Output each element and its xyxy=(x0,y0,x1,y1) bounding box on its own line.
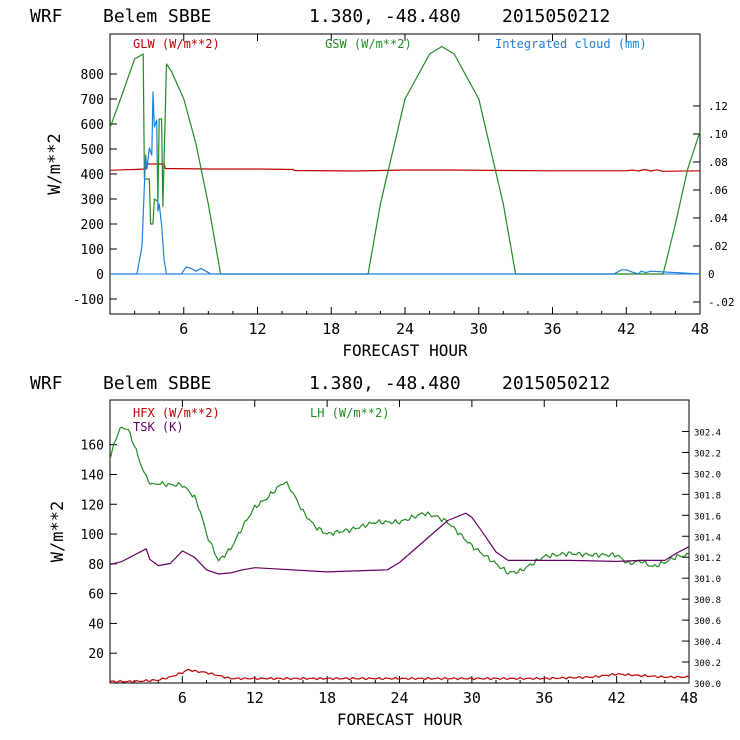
y2-tick-label: 301.2 xyxy=(694,554,721,564)
y-tick-label: 300 xyxy=(81,193,104,208)
series-line-lh xyxy=(109,426,690,575)
y2-tick-label: 300.0 xyxy=(694,680,721,690)
x-tick-label: 24 xyxy=(390,689,408,707)
x-tick-label: 42 xyxy=(608,689,626,707)
x-tick-label: 12 xyxy=(246,689,264,707)
x-axis-label: FORECAST HOUR xyxy=(342,341,468,360)
series-line-glw xyxy=(109,163,701,172)
y2-tick-label: 0 xyxy=(708,268,715,281)
y2-tick-label: .10 xyxy=(708,128,728,141)
y2-tick-label: .02 xyxy=(708,240,728,253)
x-tick-label: 18 xyxy=(322,320,340,338)
y2-tick-label: 300.6 xyxy=(694,617,721,627)
y-tick-label: -100 xyxy=(73,293,104,308)
y-tick-label: 0 xyxy=(96,268,104,283)
y2-tick-label: 301.8 xyxy=(694,491,721,501)
x-tick-label: 48 xyxy=(680,689,698,707)
y-tick-label: 80 xyxy=(88,558,104,573)
y2-tick-label: .12 xyxy=(708,100,728,113)
series-line-tsk xyxy=(109,512,690,575)
y-tick-label: 600 xyxy=(81,118,104,133)
y2-tick-label: 302.2 xyxy=(694,449,721,459)
y-tick-label: 120 xyxy=(81,498,104,513)
x-tick-label: 6 xyxy=(178,689,187,707)
y2-tick-label: 302.0 xyxy=(694,470,721,480)
header-station: Belem SBBE xyxy=(103,373,211,394)
header-run: 2015050212 xyxy=(502,6,610,27)
legend-entry: LH (W/m**2) xyxy=(310,406,389,420)
x-tick-label: 48 xyxy=(691,320,709,338)
x-tick-label: 18 xyxy=(318,689,336,707)
y-tick-label: 200 xyxy=(81,218,104,233)
legend-entry: TSK (K) xyxy=(133,420,184,434)
legend-entry: HFX (W/m**2) xyxy=(133,406,220,420)
x-tick-label: 30 xyxy=(470,320,488,338)
series-line-integrated xyxy=(110,91,701,275)
y2-tick-label: 300.4 xyxy=(694,638,721,648)
y2-tick-label: 302.4 xyxy=(694,428,721,438)
header-model: WRF xyxy=(30,6,63,27)
header-station: Belem SBBE xyxy=(103,6,211,27)
series-line-gsw xyxy=(109,45,701,275)
plot-frame xyxy=(109,33,701,315)
y2-tick-label: 301.4 xyxy=(694,533,721,543)
y-tick-label: 700 xyxy=(81,93,104,108)
x-tick-label: 42 xyxy=(617,320,635,338)
series-line-hfx xyxy=(109,668,690,684)
y-tick-label: 400 xyxy=(81,168,104,183)
x-tick-label: 30 xyxy=(463,689,481,707)
legend-entry: GLW (W/m**2) xyxy=(133,37,220,51)
y-tick-label: 100 xyxy=(81,243,104,258)
x-tick-label: 12 xyxy=(248,320,266,338)
y-tick-label: 40 xyxy=(88,617,104,632)
header-coords: 1.380, -48.480 xyxy=(309,6,461,27)
y-axis-label: W/m**2 xyxy=(45,133,65,194)
y-tick-label: 160 xyxy=(81,439,104,454)
x-axis-label: FORECAST HOUR xyxy=(337,710,463,729)
y2-tick-label: 301.6 xyxy=(694,512,721,522)
y-tick-label: 500 xyxy=(81,143,104,158)
y-tick-label: 60 xyxy=(88,588,104,603)
y2-tick-label: 301.0 xyxy=(694,575,721,585)
y2-tick-label: .08 xyxy=(708,156,728,169)
y-axis-label: W/m**2 xyxy=(48,501,68,562)
y2-tick-label: 300.2 xyxy=(694,659,721,669)
legend-entry: GSW (W/m**2) xyxy=(325,37,412,51)
y2-tick-label: .04 xyxy=(708,212,728,225)
x-tick-label: 6 xyxy=(179,320,188,338)
header-coords: 1.380, -48.480 xyxy=(309,373,461,394)
x-tick-label: 24 xyxy=(396,320,414,338)
y2-tick-label: 300.8 xyxy=(694,596,721,606)
header-model: WRF xyxy=(30,373,63,394)
x-tick-label: 36 xyxy=(535,689,553,707)
y-tick-label: 800 xyxy=(81,68,104,83)
y-tick-label: 140 xyxy=(81,468,104,483)
plot-frame xyxy=(109,399,690,684)
y-tick-label: 20 xyxy=(88,647,104,662)
x-tick-label: 36 xyxy=(543,320,561,338)
header-run: 2015050212 xyxy=(502,373,610,394)
y2-tick-label: -.02 xyxy=(708,296,735,309)
y2-tick-label: .06 xyxy=(708,184,728,197)
legend-entry: Integrated cloud (mm) xyxy=(495,37,647,51)
y-tick-label: 100 xyxy=(81,528,104,543)
